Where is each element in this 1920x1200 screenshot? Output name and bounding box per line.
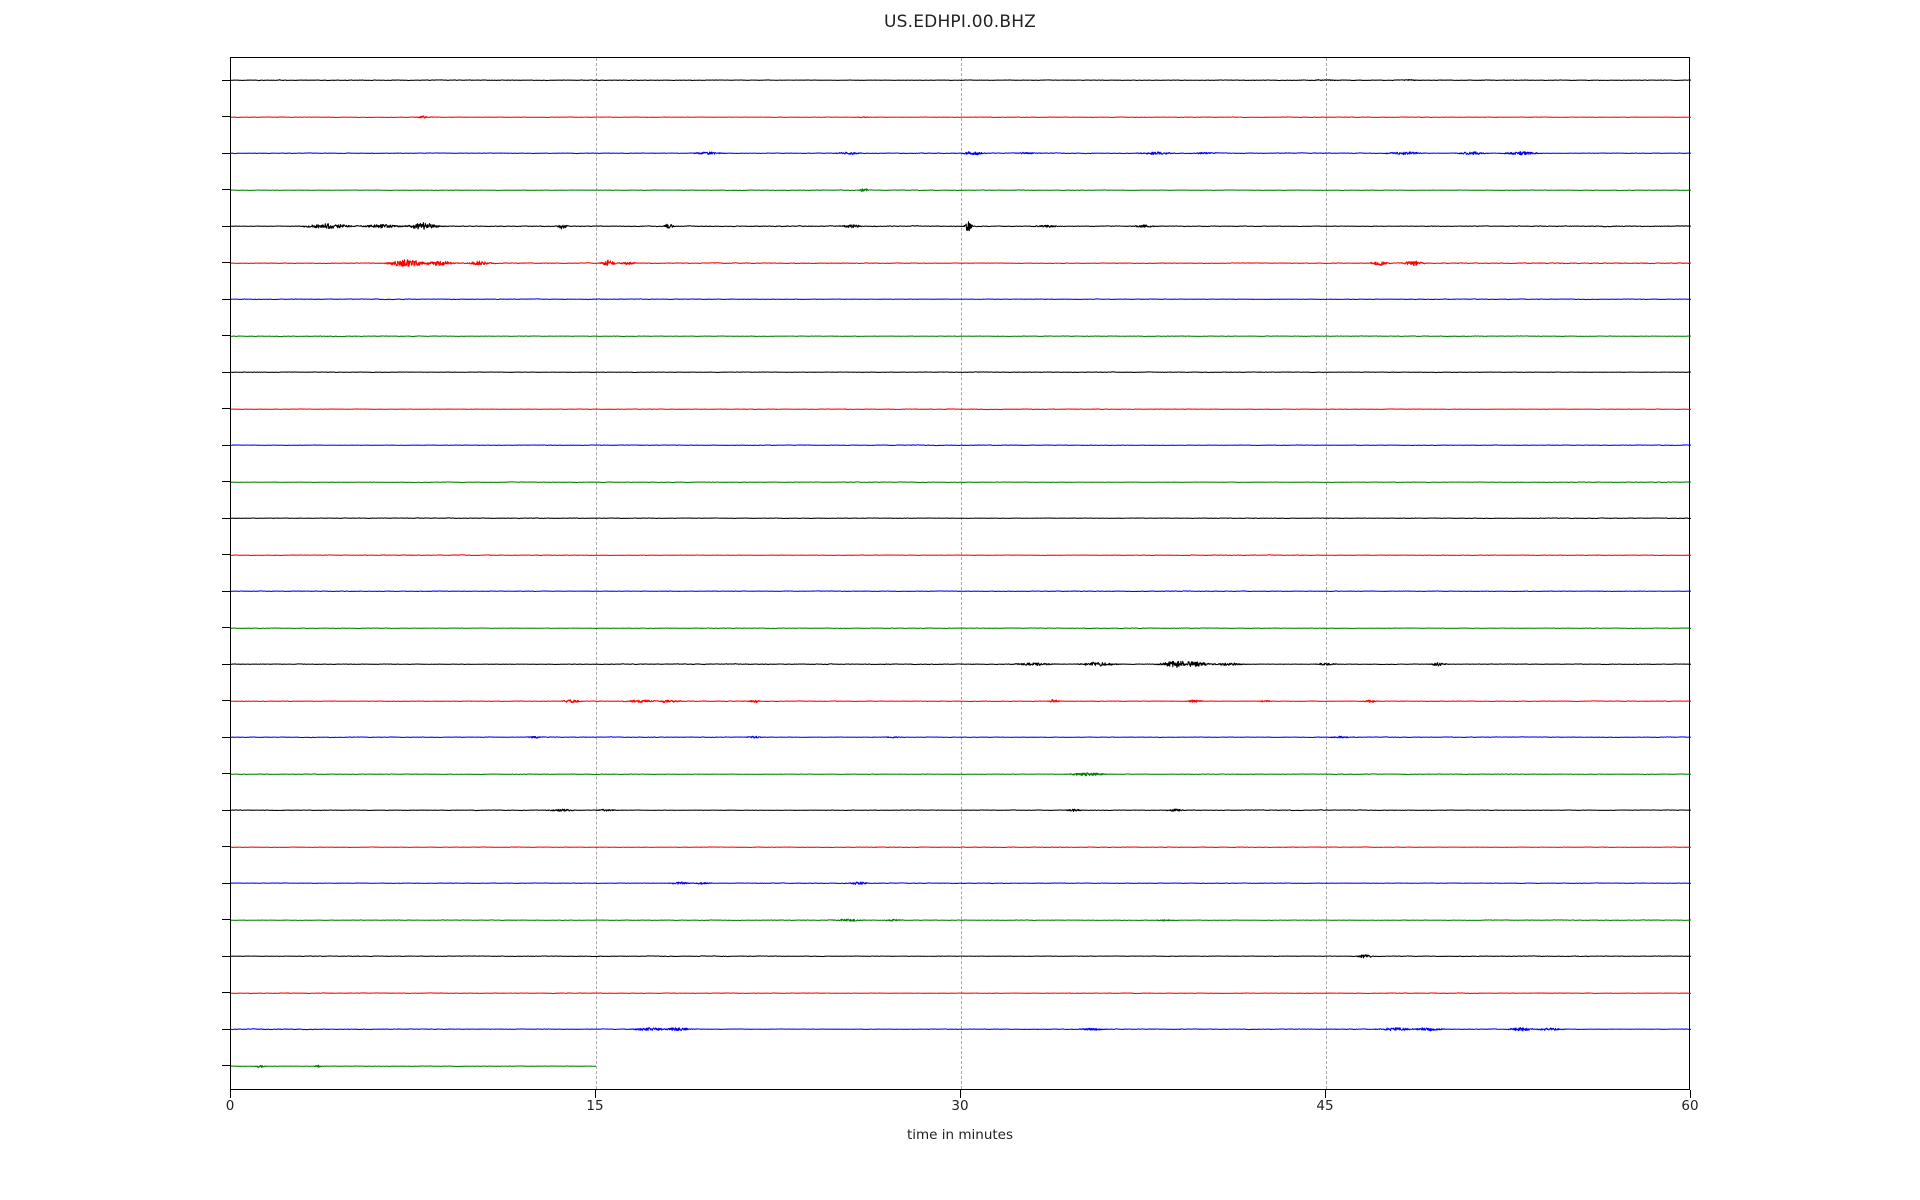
trace-waveform xyxy=(230,371,1692,374)
y-tick-mark xyxy=(222,700,231,702)
x-tick-mark xyxy=(1325,1090,1326,1098)
y-tick-mark xyxy=(222,517,231,519)
x-tick-mark xyxy=(960,1090,961,1098)
y-tick-mark xyxy=(222,554,231,556)
y-tick-mark xyxy=(222,919,231,921)
y-tick-mark xyxy=(222,152,231,154)
y-tick-mark xyxy=(222,590,231,592)
x-tick-mark xyxy=(230,1090,231,1098)
trace-waveform xyxy=(230,699,1692,703)
y-tick-mark xyxy=(222,846,231,848)
trace-layer xyxy=(230,58,1692,1089)
trace-waveform xyxy=(230,298,1692,301)
y-tick-mark xyxy=(222,773,231,775)
y-tick-mark xyxy=(222,408,231,410)
trace-waveform xyxy=(230,627,1692,630)
x-tick-label: 45 xyxy=(1316,1098,1334,1114)
y-tick-mark xyxy=(222,955,231,957)
trace-waveform xyxy=(230,736,1692,740)
trace-waveform xyxy=(230,590,1692,593)
trace-waveform xyxy=(230,881,1692,886)
x-tick-mark xyxy=(1690,1090,1691,1098)
y-tick-mark xyxy=(222,992,231,994)
trace-waveform xyxy=(230,151,1692,156)
trace-waveform xyxy=(230,992,1692,995)
trace-waveform xyxy=(230,554,1692,557)
trace-waveform xyxy=(230,1064,597,1069)
plot-area xyxy=(230,57,1692,1090)
y-tick-mark xyxy=(222,736,231,738)
y-tick-mark xyxy=(222,481,231,483)
trace-waveform xyxy=(230,79,1692,82)
page-title: US.EDHPI.00.BHZ xyxy=(883,12,1037,32)
x-axis-title: time in minutes xyxy=(906,1127,1014,1143)
y-tick-mark xyxy=(222,1065,231,1067)
trace-waveform xyxy=(230,408,1692,411)
trace-waveform xyxy=(230,115,1692,119)
trace-waveform xyxy=(230,954,1692,959)
trace-waveform xyxy=(230,221,1692,232)
trace-waveform xyxy=(230,808,1692,813)
x-tick-mark xyxy=(595,1090,596,1098)
trace-waveform xyxy=(230,918,1692,922)
y-axis-tick-labels: 00:00:0101:00:0102:00:0103:00:0104:00:01… xyxy=(0,0,231,1200)
trace-waveform xyxy=(230,661,1692,669)
y-tick-mark xyxy=(222,1028,231,1030)
y-tick-mark xyxy=(222,79,231,81)
y-tick-mark xyxy=(222,663,231,665)
y-tick-mark xyxy=(222,262,231,264)
trace-waveform xyxy=(230,481,1692,484)
x-tick-label: 30 xyxy=(951,1098,969,1114)
y-tick-mark xyxy=(222,444,231,446)
y-tick-mark xyxy=(222,809,231,811)
trace-waveform xyxy=(230,444,1692,447)
trace-waveform xyxy=(230,846,1692,849)
y-tick-mark xyxy=(222,225,231,227)
trace-waveform xyxy=(230,517,1692,520)
trace-waveform xyxy=(230,335,1692,338)
trace-waveform xyxy=(230,772,1692,777)
y-tick-mark xyxy=(222,627,231,629)
x-tick-label: 60 xyxy=(1681,1098,1699,1114)
trace-waveform xyxy=(230,259,1692,267)
y-tick-mark xyxy=(222,298,231,300)
x-tick-label: 15 xyxy=(586,1098,604,1114)
y-tick-mark xyxy=(222,189,231,191)
trace-waveform xyxy=(230,1027,1692,1032)
y-tick-mark xyxy=(222,882,231,884)
y-tick-mark xyxy=(222,116,231,118)
y-tick-mark xyxy=(222,335,231,337)
trace-waveform xyxy=(230,188,1692,192)
y-tick-mark xyxy=(222,371,231,373)
x-tick-label: 0 xyxy=(225,1098,235,1114)
